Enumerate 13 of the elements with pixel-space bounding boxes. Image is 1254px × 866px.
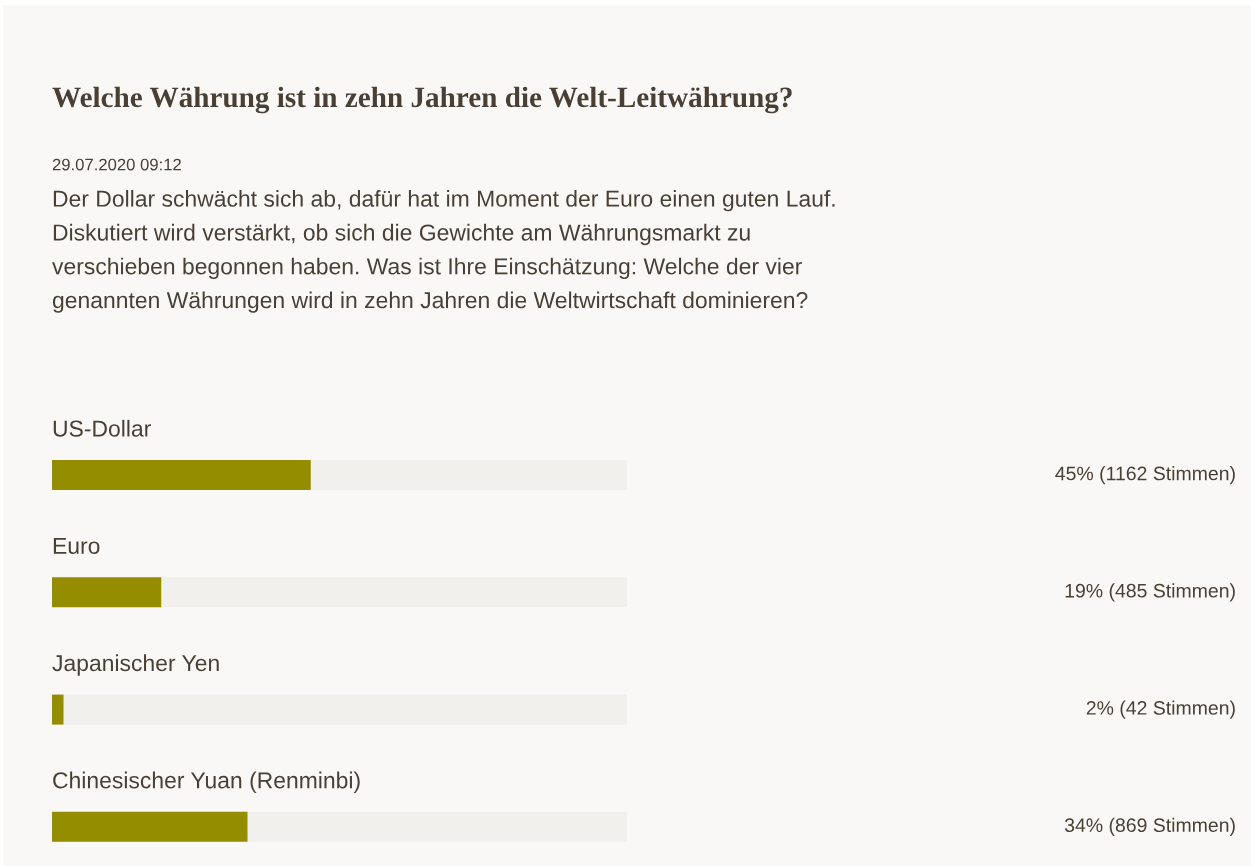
- y-tick-label: Japanischer Yen: [52, 654, 219, 676]
- bar: [52, 694, 64, 725]
- data-label: 19% (485 Stimmen): [1065, 583, 1235, 602]
- bar: [52, 577, 162, 608]
- data-label: 45% (1162 Stimmen): [1055, 466, 1235, 485]
- chart-subtitle: 29.07.2020 09:12: [52, 158, 181, 171]
- chart-title: Welche Währung ist in zehn Jahren die Welt-Leitwährung?: [52, 86, 792, 114]
- data-label: 34% (869 Stimmen): [1064, 817, 1235, 836]
- y-tick-label: US-Dollar: [53, 419, 151, 437]
- text: Der Dollar schwächt sich ab, dafür hat im Moment der Euro einen guten Lauf. Diskutiert wird verstärkt, ob sich die Gewichte am Währungsmarkt zu verschieben begonnen haben. Was ist Ihre Einschätzung: Welche der vier genannten Währungen wird in zehn Jahren die Weltwirtschaft dominieren?: [52, 190, 835, 313]
- y-tick-label: Euro: [53, 537, 100, 554]
- y-tick-label: Chinesischer Yuan (Renminbi): [53, 771, 360, 793]
- data-label: 2% (42 Stimmen): [1086, 700, 1235, 719]
